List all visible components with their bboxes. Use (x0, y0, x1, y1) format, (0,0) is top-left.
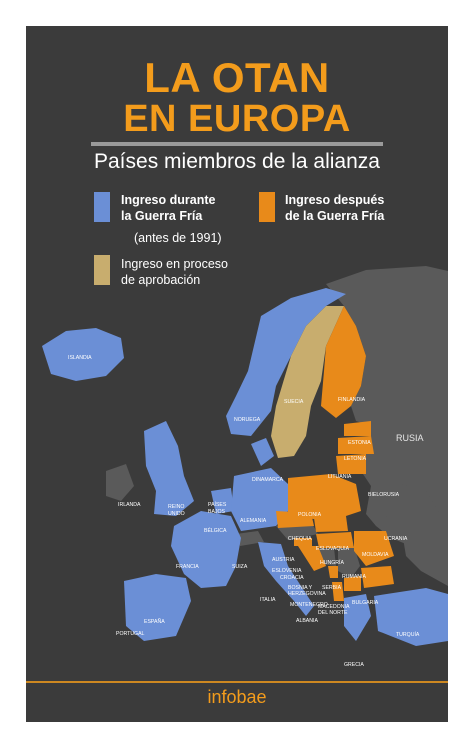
country-denmark (251, 438, 274, 466)
label-paises-bajos-1: PAÍSES (208, 501, 227, 508)
country-switzerland (236, 531, 264, 546)
label-irlanda: IRLANDA (118, 502, 141, 508)
legend-cold-war-line2: la Guerra Fría (121, 209, 203, 223)
label-chequia: CHEQUIA (288, 536, 312, 542)
label-espana: ESPAÑA (144, 618, 165, 625)
legend-process-line2: de aprobación (121, 273, 201, 287)
label-belgica: BÉLGICA (204, 527, 227, 534)
label-macedonia-2: DEL NORTE (318, 610, 348, 616)
country-greece (344, 594, 371, 641)
label-francia: FRANCIA (176, 564, 199, 570)
label-bielorrusia: BIELORUSIA (368, 492, 400, 498)
label-suiza: SUIZA (232, 564, 248, 570)
country-turkey (374, 588, 448, 646)
label-reino-unido-2: UNIDO (168, 511, 185, 517)
legend-swatch-in-process (94, 255, 110, 285)
label-bosnia-2: HERZEGOVINA (288, 591, 326, 597)
country-germany (231, 468, 288, 531)
subtitle: Países miembros de la alianza (94, 150, 380, 173)
country-finland (321, 306, 366, 418)
label-croacia: CROACIA (280, 575, 304, 581)
country-lithuania (336, 454, 366, 474)
country-france (171, 511, 241, 588)
country-poland (288, 474, 361, 521)
country-norway (226, 288, 346, 436)
label-rumania: RUMANIA (342, 574, 366, 580)
label-austria: AUSTRIA (272, 557, 295, 563)
label-italia: ITALIA (260, 597, 276, 603)
label-rusia: RUSIA (396, 433, 424, 443)
label-eslovenia: ESLOVENIA (272, 568, 302, 574)
country-hungary (316, 532, 354, 548)
legend-swatch-post-cold-war (259, 192, 275, 222)
country-macedonia (344, 576, 361, 591)
label-alemania: ALEMANIA (240, 518, 267, 524)
country-ukraine (366, 484, 441, 546)
label-finlandia: FINLANDIA (338, 397, 366, 403)
label-hungria: HUNGRÍA (320, 559, 344, 566)
title-line-2: EN EUROPA (123, 98, 351, 140)
label-polonia: POLONIA (298, 512, 322, 518)
legend-swatch-cold-war (94, 192, 110, 222)
country-belarus (361, 441, 416, 488)
label-albania: ALBANIA (296, 618, 318, 624)
country-moldova (386, 516, 401, 536)
country-sweden (271, 306, 344, 458)
country-iceland (42, 328, 124, 381)
country-ireland (106, 464, 134, 501)
label-eslovaquia: ESLOVAQUIA (316, 546, 350, 552)
country-romania (354, 531, 394, 566)
country-uk (144, 421, 194, 516)
country-italy (258, 542, 314, 616)
country-latvia (338, 436, 374, 454)
country-slovenia (294, 538, 312, 546)
country-albania (332, 582, 344, 601)
country-croatia (298, 546, 326, 571)
brand-logo: infobae (207, 687, 267, 707)
label-grecia: GRECIA (344, 662, 364, 668)
label-bosnia-1: BOSNIA Y (288, 585, 313, 591)
label-macedonia-1: MACEDONIA (318, 604, 350, 610)
label-turquia: TURQUÍA (396, 631, 420, 638)
label-paises-bajos-2: BAJOS (208, 509, 226, 515)
country-serbia (338, 546, 360, 578)
legend-cold-war-line1: Ingreso durante (121, 193, 216, 207)
legend-cold-war-note: (antes de 1991) (134, 231, 222, 245)
country-slovakia (314, 516, 348, 532)
infographic-card: LA OTAN EN EUROPA Países miembros de la … (26, 26, 448, 722)
label-noruega: NORUEGA (234, 417, 261, 423)
label-ucrania: UCRANIA (384, 536, 408, 542)
label-lituania: LITUANIA (328, 474, 352, 480)
country-spain (124, 574, 191, 641)
country-benelux (211, 488, 234, 514)
legend-post-line1: Ingreso después (285, 193, 385, 207)
footer-divider (26, 681, 448, 683)
legend-post-line2: de la Guerra Fría (285, 209, 385, 223)
label-reino-unido-1: REINO (168, 504, 184, 510)
label-bulgaria: BULGARIA (352, 600, 379, 606)
label-moldavia: MOLDAVIA (362, 552, 389, 558)
label-suecia: SUECIA (284, 399, 304, 405)
label-islandia: ISLANDIA (68, 355, 92, 361)
title-line-1: LA OTAN (144, 54, 330, 101)
label-montenegro: MONTENEGRO (290, 602, 328, 608)
title-divider (91, 142, 383, 146)
country-montenegro (328, 566, 338, 578)
label-dinamarca: DINAMARCA (252, 477, 284, 483)
legend-process-line1: Ingreso en proceso (121, 257, 229, 271)
label-letonia: LETONIA (344, 456, 367, 462)
label-portugal: PORTUGAL (116, 631, 145, 637)
country-estonia (344, 421, 371, 436)
country-czechia (276, 511, 314, 528)
europe-map: ISLANDIA NORUEGA SUECIA FINLANDIA RUSIA … (42, 266, 448, 668)
label-serbia: SERBIA (322, 585, 342, 591)
country-bulgaria (361, 566, 394, 588)
label-estonia: ESTONIA (348, 440, 371, 446)
